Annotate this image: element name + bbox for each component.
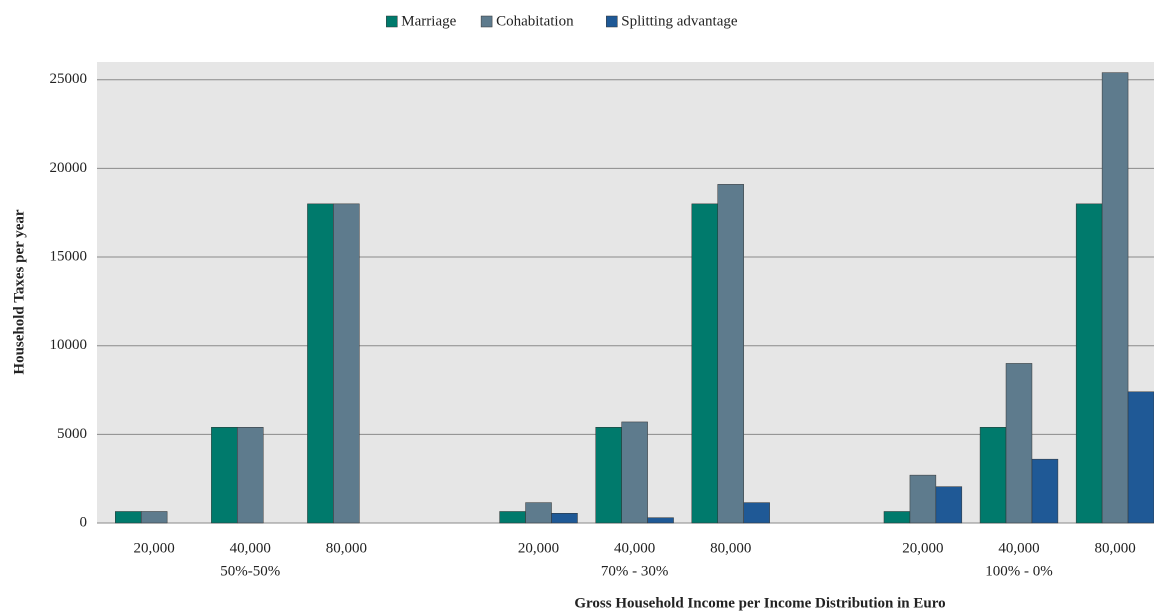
bar (909, 474, 937, 524)
bar (1075, 203, 1103, 524)
legend-swatch (386, 15, 398, 28)
bar (595, 427, 622, 524)
bar (979, 427, 1007, 524)
legend-label: Splitting advantage (621, 13, 738, 29)
y-tick-label: 5000 (57, 426, 87, 442)
legend-label: Cohabitation (496, 13, 574, 29)
bar (1127, 391, 1154, 524)
group-label: 100% - 0% (985, 563, 1053, 579)
x-tick-label: 80,000 (710, 540, 751, 556)
bar (935, 486, 963, 524)
x-tick-label: 40,000 (614, 540, 655, 556)
bar (140, 511, 168, 524)
bar (307, 203, 334, 524)
legend-label: Marriage (401, 13, 456, 29)
y-tick-label: 15000 (50, 248, 88, 264)
group-label: 70% - 30% (601, 563, 669, 579)
bar (621, 421, 648, 524)
x-tick-label: 20,000 (134, 540, 175, 556)
bar (647, 517, 674, 524)
x-tick-label: 20,000 (518, 540, 559, 556)
bar (1031, 458, 1059, 524)
bar (211, 427, 238, 524)
bar (717, 184, 744, 524)
group-label: 50%-50% (220, 563, 280, 579)
legend-swatch (480, 15, 493, 28)
bar (883, 511, 911, 524)
y-tick-label: 0 (80, 514, 88, 530)
y-axis-title: Household Taxes per year (11, 209, 27, 375)
bar (743, 502, 770, 524)
y-tick-label: 10000 (50, 337, 88, 353)
x-axis-title: Gross Household Income per Income Distri… (574, 595, 945, 611)
bar (1005, 363, 1033, 524)
y-tick-label: 25000 (50, 71, 88, 87)
bar (333, 203, 360, 524)
x-tick-label: 40,000 (230, 540, 271, 556)
bar (691, 203, 718, 524)
bar (525, 502, 552, 524)
x-tick-label: 80,000 (326, 540, 367, 556)
bar (1101, 72, 1129, 524)
bar (499, 511, 526, 524)
y-tick-label: 20000 (50, 160, 88, 176)
x-tick-label: 40,000 (998, 540, 1039, 556)
bar (237, 427, 264, 524)
bar (115, 511, 142, 524)
bar (551, 512, 578, 524)
legend-swatch (606, 15, 618, 28)
x-tick-label: 80,000 (1094, 540, 1135, 556)
x-tick-label: 20,000 (902, 540, 943, 556)
